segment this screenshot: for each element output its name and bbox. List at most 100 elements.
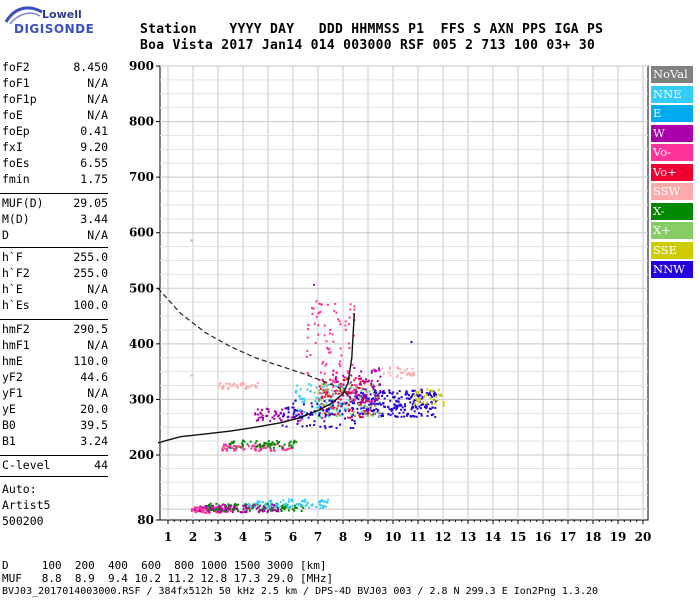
echo-point: [355, 386, 358, 389]
param-value: N/A: [87, 108, 108, 122]
echo-point: [296, 503, 299, 506]
echo-point: [361, 379, 364, 382]
echo-point: [332, 374, 335, 377]
echo-point: [218, 384, 221, 387]
echo-point: [373, 370, 376, 373]
echo-point: [329, 405, 332, 408]
echo-point: [255, 386, 258, 389]
echo-point: [226, 510, 229, 513]
echo-point: [360, 391, 363, 394]
echo-point: [245, 505, 248, 508]
echo-point: [325, 340, 328, 343]
echo-point: [346, 378, 349, 381]
echo-point: [378, 369, 381, 372]
echo-point: [372, 397, 375, 400]
echo-point: [372, 387, 375, 390]
echo-point: [214, 508, 217, 511]
echo-point: [404, 408, 407, 411]
echo-point: [272, 446, 275, 449]
legend-item-x-: X-: [651, 202, 693, 220]
echo-point: [263, 507, 266, 510]
echo-point: [377, 411, 380, 414]
echo-point: [315, 386, 318, 389]
echo-point: [263, 444, 266, 447]
echo-point: [331, 407, 334, 410]
echo-point: [353, 379, 356, 382]
echo-point: [276, 508, 279, 511]
echo-point: [352, 399, 355, 402]
echo-point: [324, 505, 327, 508]
echo-point: [320, 402, 323, 405]
echo-point: [330, 382, 333, 385]
echo-point: [224, 443, 227, 446]
echo-point: [349, 392, 352, 395]
echo-point: [270, 503, 273, 506]
echo-point: [353, 384, 356, 387]
echo-point: [370, 402, 373, 405]
echo-point: [224, 508, 227, 511]
param-row: C-level 44: [2, 458, 108, 474]
echo-point: [262, 445, 265, 448]
echo-point: [402, 411, 405, 414]
echo-point: [293, 439, 296, 442]
echo-point: [279, 419, 282, 422]
echo-point: [250, 505, 253, 508]
echo-point: [263, 505, 266, 508]
param-row: D N/A: [2, 228, 108, 244]
echo-point: [257, 506, 260, 509]
echo-point: [331, 398, 334, 401]
echo-point: [392, 391, 395, 394]
x-tick-label: 1: [164, 530, 172, 544]
echo-point: [366, 380, 369, 383]
echo-point: [362, 380, 365, 383]
echo-point: [307, 373, 310, 376]
echo-point: [191, 508, 194, 511]
echo-point: [318, 500, 321, 503]
echo-point: [381, 367, 384, 370]
echo-point: [337, 318, 340, 321]
echo-point: [376, 394, 379, 397]
echo-point: [311, 503, 314, 506]
param-row: h`F 255.0: [2, 250, 108, 266]
legend-item-vo-: Vo+: [651, 163, 693, 181]
echo-point: [395, 415, 398, 418]
echo-point: [362, 413, 365, 416]
param-value: 255.0: [73, 266, 108, 280]
echo-point: [435, 393, 438, 396]
echo-point: [221, 447, 224, 450]
echo-point: [194, 511, 197, 514]
echo-point: [329, 378, 332, 381]
echo-point: [347, 416, 350, 419]
echo-point: [332, 404, 335, 407]
echo-point: [329, 412, 332, 415]
echo-point: [338, 414, 341, 417]
echo-point: [365, 396, 368, 399]
echo-point: [365, 409, 368, 412]
echo-point: [377, 397, 380, 400]
echo-point: [283, 503, 286, 506]
echo-point: [357, 394, 360, 397]
echo-point: [314, 412, 317, 415]
echo-point: [235, 385, 238, 388]
echo-point: [288, 444, 291, 447]
echo-point: [353, 366, 356, 369]
echo-point: [349, 400, 352, 403]
echo-point: [391, 396, 394, 399]
echo-point: [285, 425, 288, 428]
echo-point: [291, 446, 294, 449]
echo-point: [274, 410, 277, 413]
echo-point: [285, 505, 288, 508]
echo-point: [419, 394, 422, 397]
legend-item-e: E: [651, 105, 693, 122]
echo-point: [417, 397, 420, 400]
echo-point: [243, 448, 246, 451]
echo-point: [227, 508, 230, 511]
echo-point: [412, 400, 415, 403]
echo-point: [412, 393, 415, 396]
echo-point: [289, 505, 292, 508]
echo-point: [292, 402, 295, 405]
echo-point: [254, 442, 257, 445]
echo-point: [430, 389, 433, 392]
echo-point: [202, 506, 205, 509]
echo-point: [296, 384, 299, 387]
